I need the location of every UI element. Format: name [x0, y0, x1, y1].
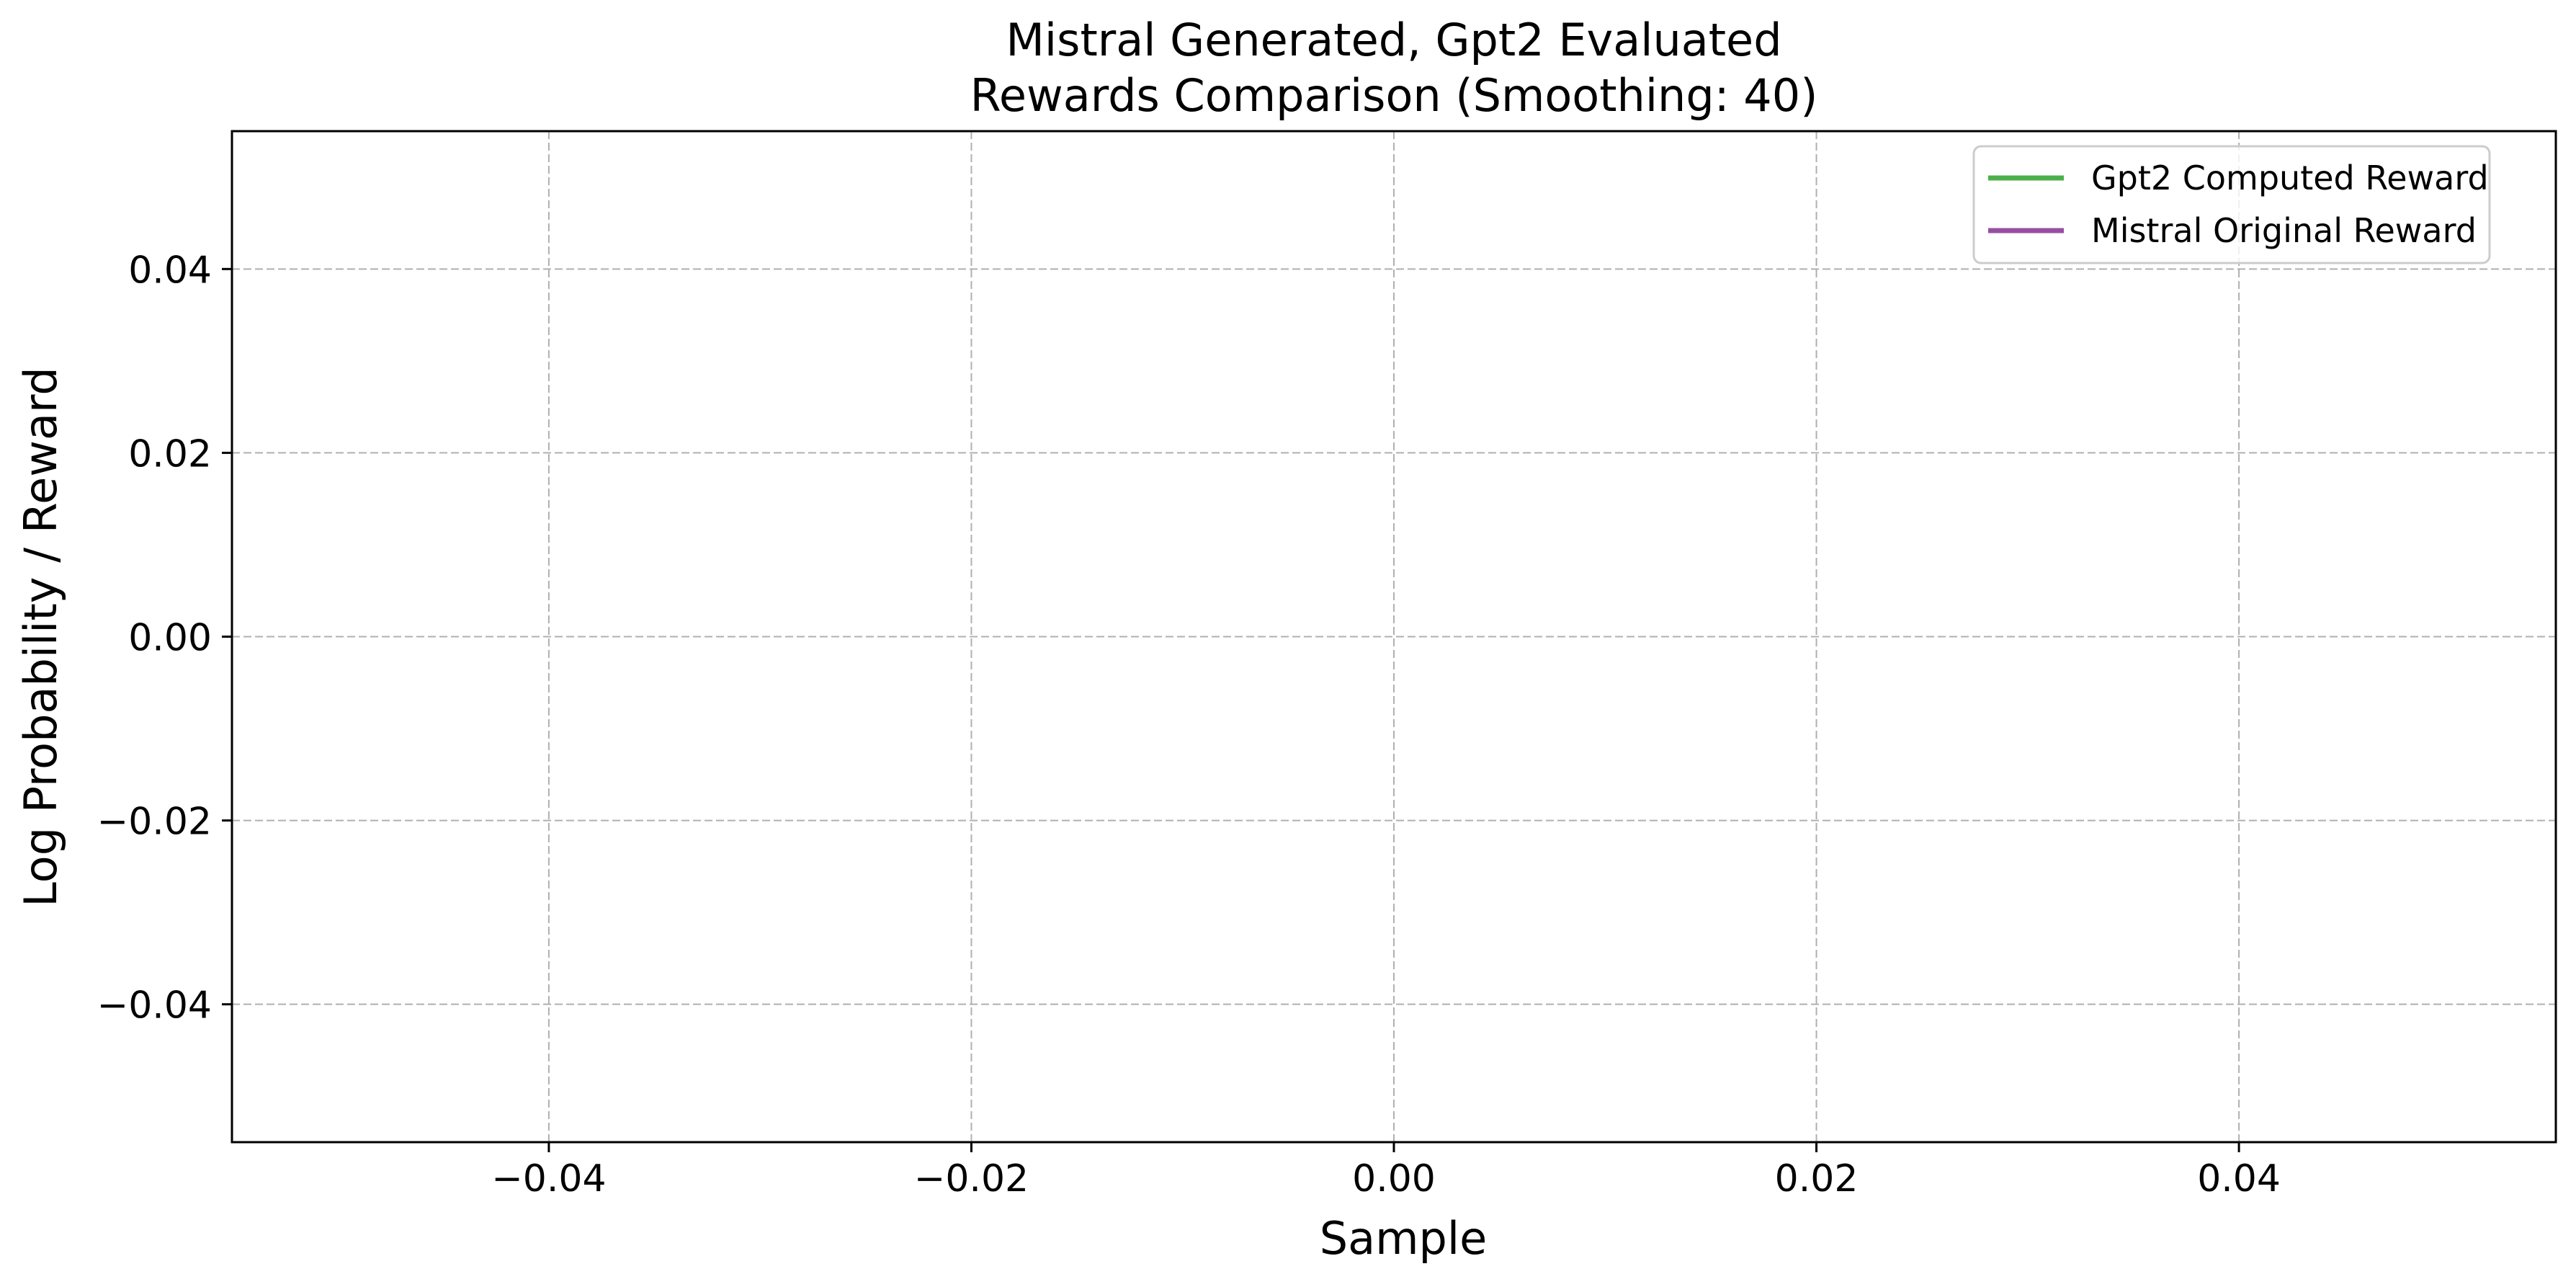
y-tick-label: −0.02: [97, 801, 212, 844]
chart-title-line-1: Mistral Generated, Gpt2 Evaluated: [1006, 14, 1781, 66]
y-axis-label: Log Probability / Reward: [14, 367, 67, 907]
x-tick-label: −0.04: [491, 1157, 606, 1201]
y-tick-label: −0.04: [97, 984, 212, 1028]
legend-label-mistral-original-reward: Mistral Original Reward: [2091, 211, 2477, 250]
x-tick-label: 0.04: [2197, 1157, 2281, 1201]
x-axis-ticks: −0.04 −0.02 0.00 0.02 0.04: [491, 1142, 2281, 1201]
y-tick-label: 0.02: [128, 432, 212, 476]
y-tick-label: 0.04: [128, 249, 212, 292]
y-tick-label: 0.00: [128, 617, 212, 660]
x-tick-label: 0.02: [1775, 1157, 1859, 1201]
legend: Gpt2 Computed Reward Mistral Original Re…: [1972, 145, 2491, 264]
x-axis-label: Sample: [1320, 1212, 1487, 1265]
grid-lines: [232, 131, 2556, 1142]
y-axis-ticks: 0.04 0.02 0.00 −0.02 −0.04: [97, 249, 232, 1028]
legend-label-gpt2-computed-reward: Gpt2 Computed Reward: [2091, 159, 2489, 197]
chart-title-line-2: Rewards Comparison (Smoothing: 40): [970, 69, 1818, 122]
legend-frame: [1972, 145, 2491, 264]
x-tick-label: 0.00: [1352, 1157, 1436, 1201]
x-tick-label: −0.02: [914, 1157, 1029, 1201]
